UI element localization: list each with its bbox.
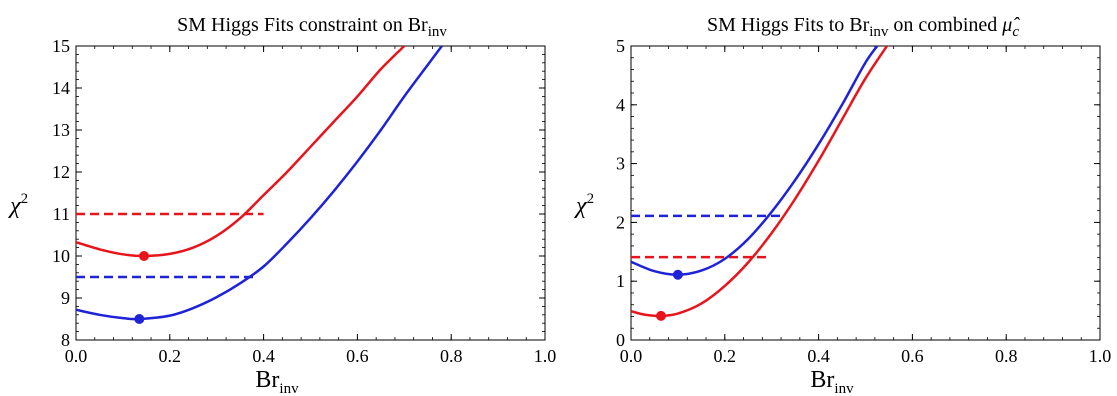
y-tick-label: 5 — [616, 36, 625, 56]
panel-1-series — [76, 46, 443, 324]
y-tick-label: 3 — [616, 154, 625, 174]
panel-2-ticks: 0.0 0.2 0.4 0.6 0.8 1.0 0 1 2 3 4 5 — [616, 36, 1111, 366]
x-tick-label: 0.8 — [995, 346, 1018, 366]
x-tick-label: 0.8 — [440, 346, 463, 366]
panel-2-ylabel: χ2 — [574, 191, 594, 219]
y-tick-label: 10 — [52, 246, 70, 266]
x-tick-label: 0.6 — [346, 346, 369, 366]
panel-1-frame — [75, 45, 546, 341]
x-tick-label: 0.6 — [901, 346, 924, 366]
x-tick-label: 0.0 — [620, 346, 643, 366]
y-tick-label: 2 — [616, 212, 625, 232]
x-tick-label: 0.2 — [714, 346, 737, 366]
x-tick-label: 1.0 — [1089, 346, 1112, 366]
panel-2-series — [631, 46, 889, 321]
series-1-minimum-point — [139, 251, 150, 261]
panel-1-ylabel: χ2 — [8, 191, 28, 219]
y-tick-label: 4 — [616, 95, 625, 115]
panel-2-title: SM Higgs Fits to Brinv on combined μ̂c — [707, 14, 1020, 40]
series-2-minimum-point — [672, 269, 683, 280]
panel-1-title: SM Higgs Fits constraint on Brinv — [177, 14, 447, 40]
y-tick-label: 15 — [52, 36, 70, 56]
series-1-minimum-point — [656, 310, 667, 321]
series-2-minimum-point — [134, 314, 145, 324]
x-tick-label: 0.0 — [65, 346, 88, 366]
series-2-curve — [76, 46, 443, 321]
panel-2-xlabel: Brinv — [810, 367, 854, 396]
panel-1-ticks: 0.0 0.2 0.4 0.6 0.8 1.0 8 9 10 11 12 13 14 15 — [52, 36, 556, 366]
y-tick-label: 14 — [52, 78, 70, 98]
series-2-curve — [631, 46, 879, 276]
x-tick-label: 0.4 — [807, 346, 830, 366]
y-tick-label: 12 — [52, 162, 70, 182]
panel-1-xlabel: Brinv — [255, 367, 299, 396]
y-tick-label: 0 — [616, 330, 625, 350]
y-tick-label: 13 — [52, 120, 70, 140]
panel-1: SM Higgs Fits constraint on Brinv χ2 Bri… — [8, 14, 556, 396]
x-tick-label: 0.2 — [159, 346, 182, 366]
y-tick-label: 1 — [616, 271, 625, 291]
series-1-curve — [76, 46, 407, 258]
y-tick-label: 11 — [53, 204, 70, 224]
panel-2-frame — [630, 45, 1101, 341]
panel-2: SM Higgs Fits to Brinv on combined μ̂c χ… — [574, 14, 1111, 396]
y-tick-label: 9 — [61, 288, 70, 308]
x-tick-label: 1.0 — [534, 346, 557, 366]
y-tick-label: 8 — [61, 330, 70, 350]
x-tick-label: 0.4 — [252, 346, 275, 366]
